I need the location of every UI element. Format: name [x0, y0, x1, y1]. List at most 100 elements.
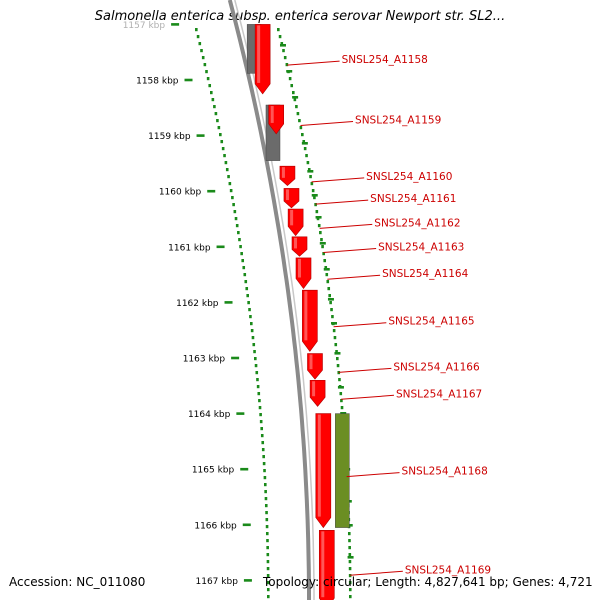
gc-dot-inner	[203, 63, 207, 67]
gc-dot-outer	[292, 91, 295, 95]
gc-dot-inner	[258, 399, 261, 403]
axis-tick	[207, 189, 216, 193]
gc-dot-outer	[348, 567, 352, 571]
gc-dot-outer	[326, 280, 330, 284]
gc-dot-inner	[262, 455, 265, 459]
axis-tick-label: 1164 kbp	[188, 410, 231, 420]
gc-dot-inner	[214, 112, 218, 116]
gc-dot-outer	[348, 546, 351, 550]
accession-text: Accession: NC_011080	[9, 575, 146, 589]
kbp-axis: 1157 kbp 1158 kbp 1159 kbp 1160 kbp 1161 kbp…	[123, 21, 252, 587]
gc-dash	[292, 96, 299, 99]
gc-dot-outer	[339, 392, 343, 396]
gc-dot-outer	[299, 126, 303, 130]
gc-dash	[286, 70, 293, 73]
gc-dot-inner	[220, 140, 224, 144]
gc-dot-outer	[327, 287, 331, 291]
gene-highlight	[290, 209, 294, 226]
map-title: Salmonella enterica subsp. enterica sero…	[94, 9, 506, 24]
gc-dot-outer	[277, 28, 280, 32]
gc-dot-inner	[265, 525, 269, 529]
gc-dot-inner	[266, 546, 269, 550]
gene-highlight	[317, 414, 321, 517]
gc-dot-outer	[306, 161, 310, 165]
gc-dot-inner	[200, 49, 203, 53]
gc-dot-inner	[259, 413, 262, 417]
gc-dot-inner	[239, 245, 242, 249]
gc-dot-inner	[210, 91, 213, 95]
gene-highlight	[257, 25, 261, 83]
gc-dot-outer	[348, 588, 352, 592]
gc-dot-outer	[325, 273, 329, 277]
axis-tick-label: 1167 kbp	[196, 577, 239, 587]
gc-dot-outer	[285, 63, 289, 67]
label-leader	[333, 322, 387, 328]
gc-dot-outer	[329, 301, 332, 305]
gene-label: SNSL254_A1167	[396, 388, 482, 400]
gc-dash	[319, 242, 326, 245]
gene-highlight	[309, 354, 313, 370]
gc-dot-inner	[227, 175, 230, 179]
gc-dot-outer	[332, 329, 336, 333]
gc-dot-inner	[217, 126, 221, 130]
topology-text: Topology: circular; Length: 4,827,641 bp…	[263, 575, 593, 589]
label-leader	[349, 570, 403, 576]
gc-dot-outer	[334, 343, 338, 347]
gene-label: SNSL254_A1163	[378, 242, 464, 254]
gc-dash	[327, 298, 334, 301]
gc-dot-inner	[263, 469, 266, 473]
label-leader	[323, 248, 377, 254]
gc-dash	[340, 412, 347, 415]
gene-labels: SNSL254_A1158 SNSL254_A1159 SNSL254_A1160 S…	[287, 54, 491, 576]
label-leader	[311, 177, 365, 183]
gc-dot-inner	[250, 329, 254, 333]
gc-dot-inner	[264, 497, 268, 501]
gc-dot-inner	[249, 322, 253, 326]
gc-dash	[301, 142, 308, 145]
gc-dot-inner	[247, 301, 250, 305]
gene-highlight	[298, 258, 302, 278]
label-leader	[346, 472, 400, 478]
gc-dot-inner	[266, 581, 270, 585]
gc-dash	[311, 194, 318, 197]
gc-dot-inner	[243, 273, 247, 277]
label-leader	[338, 367, 392, 373]
gc-dot-inner	[205, 70, 208, 74]
gc-dot-inner	[234, 217, 238, 221]
backbone-line	[227, 0, 311, 600]
gc-dot-inner	[261, 441, 265, 445]
gc-dot-inner	[254, 357, 257, 361]
gc-dot-inner	[196, 35, 200, 39]
gc-dot-inner	[260, 427, 264, 431]
gc-dot-outer	[319, 231, 322, 235]
axis-tick-label: 1165 kbp	[192, 466, 235, 476]
gc-dash	[279, 44, 286, 47]
gc-dot-inner	[262, 462, 266, 466]
gc-dash	[330, 322, 337, 325]
gc-dot-outer	[282, 49, 285, 53]
gene-label: SNSL254_A1168	[402, 466, 488, 478]
axis-tick-label: 1157 kbp	[123, 21, 166, 31]
axis-tick	[171, 23, 180, 26]
gc-dot-outer	[290, 84, 294, 88]
gc-dash	[346, 524, 353, 527]
feature-track	[246, 24, 350, 528]
gc-dot-outer	[309, 175, 312, 179]
gc-dot-outer	[305, 154, 308, 158]
gc-dot-inner	[198, 42, 202, 46]
gc-dot-inner	[244, 280, 248, 284]
gc-dash	[307, 170, 314, 173]
label-leader	[315, 199, 369, 205]
gc-dot-outer	[348, 595, 352, 599]
axis-tick-label: 1160 kbp	[159, 188, 202, 198]
gc-dot-inner	[231, 196, 234, 200]
gene-track	[254, 24, 335, 600]
gc-dot-inner	[257, 392, 261, 396]
axis-tick	[242, 523, 251, 527]
feature-block-rna	[335, 413, 350, 528]
label-leader	[319, 223, 373, 229]
gc-dot-outer	[307, 168, 311, 172]
gc-dot-inner	[266, 595, 270, 599]
gene-highlight	[285, 189, 289, 201]
